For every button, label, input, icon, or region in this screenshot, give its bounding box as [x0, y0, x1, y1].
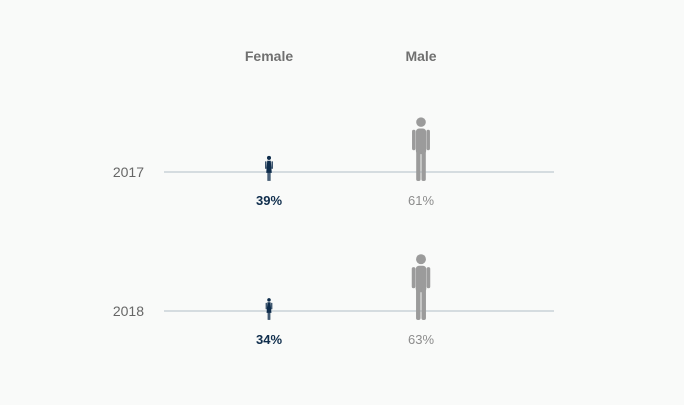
male-person-icon-2017	[412, 117, 430, 181]
value-label-female-2018: 34%	[256, 332, 282, 347]
series-header-female: Female	[245, 48, 293, 64]
value-label-male-2017: 61%	[408, 193, 434, 208]
male-person-icon-2018	[411, 254, 431, 320]
category-label-2018: 2018	[113, 303, 144, 319]
value-label-female-2017: 39%	[256, 193, 282, 208]
value-label-male-2018: 63%	[408, 332, 434, 347]
series-header-male: Male	[405, 48, 436, 64]
female-person-icon-2017	[265, 155, 273, 181]
female-person-icon-2018	[265, 298, 273, 320]
category-label-2017: 2017	[113, 164, 144, 180]
